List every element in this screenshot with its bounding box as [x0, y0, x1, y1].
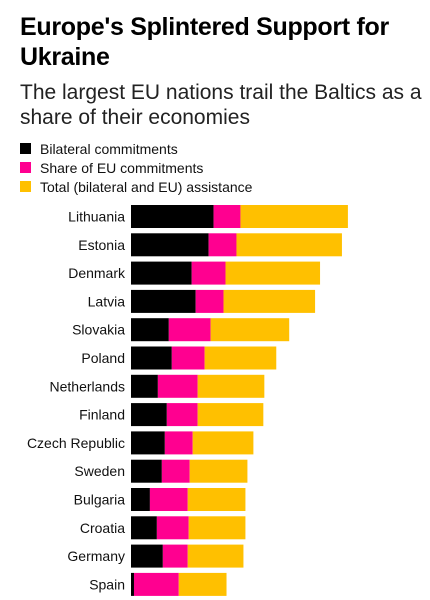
- category-label-lithuania: Lithuania: [68, 209, 125, 225]
- bar-segment-sweden-eu-share: [161, 459, 190, 483]
- bar-segment-germany-total: [187, 544, 244, 568]
- legend-swatch-bilateral: [20, 143, 31, 154]
- category-label-croatia: Croatia: [80, 520, 125, 536]
- bar-segment-lithuania-total: [240, 205, 348, 228]
- bar-segment-slovakia-bilateral: [131, 318, 169, 342]
- bar-segment-finland-total: [197, 403, 264, 427]
- bar-segment-finland-eu-share: [166, 403, 198, 427]
- bar-segment-sweden-bilateral: [131, 459, 162, 483]
- chart-subtitle: The largest EU nations trail the Baltics…: [20, 81, 422, 129]
- bar-segment-germany-eu-share: [162, 544, 188, 568]
- legend-swatch-eu-share: [20, 162, 31, 173]
- bar-segment-netherlands-total: [197, 374, 265, 398]
- category-label-spain: Spain: [89, 576, 125, 592]
- legend-item-bilateral: Bilateral commitments: [20, 139, 252, 158]
- category-label-latvia: Latvia: [88, 293, 126, 309]
- bar-segment-bulgaria-total: [187, 488, 246, 511]
- bar-segment-denmark-bilateral: [131, 261, 192, 285]
- legend-item-eu-share: Share of EU commitments: [20, 158, 252, 177]
- bar-segment-poland-eu-share: [171, 346, 205, 370]
- category-label-sweden: Sweden: [74, 463, 125, 479]
- category-label-estonia: Estonia: [78, 237, 125, 253]
- category-label-slovakia: Slovakia: [72, 322, 125, 338]
- bar-segment-bulgaria-eu-share: [149, 488, 188, 511]
- bar-segment-spain-eu-share: [133, 572, 179, 596]
- bar-segment-croatia-eu-share: [156, 516, 189, 540]
- category-label-netherlands: Netherlands: [50, 378, 126, 394]
- bar-segment-estonia-total: [236, 233, 342, 257]
- legend-label-total: Total (bilateral and EU) assistance: [40, 178, 253, 195]
- bar-segment-latvia-bilateral: [131, 289, 196, 313]
- category-label-czech-republic: Czech Republic: [27, 435, 125, 451]
- bar-segment-slovakia-eu-share: [168, 318, 211, 342]
- bar-segment-latvia-total: [223, 289, 316, 313]
- legend-label-eu-share: Share of EU commitments: [40, 159, 204, 176]
- bar-segment-sweden-total: [189, 459, 248, 483]
- bar-segment-slovakia-total: [210, 318, 290, 342]
- bar-segment-denmark-total: [225, 261, 321, 285]
- bar-segment-denmark-eu-share: [191, 261, 226, 285]
- bar-segment-germany-bilateral: [131, 544, 163, 568]
- bar-segment-poland-bilateral: [131, 346, 172, 370]
- category-label-bulgaria: Bulgaria: [74, 492, 126, 508]
- category-label-denmark: Denmark: [68, 265, 126, 281]
- bar-segment-czech-republic-eu-share: [164, 431, 193, 455]
- category-label-poland: Poland: [81, 350, 125, 366]
- bar-segment-croatia-bilateral: [131, 516, 157, 540]
- bar-segment-bulgaria-bilateral: [131, 488, 150, 511]
- bar-segment-latvia-eu-share: [195, 289, 224, 313]
- bar-segment-estonia-eu-share: [208, 233, 237, 257]
- bar-segment-spain-bilateral: [131, 572, 134, 596]
- legend-item-total: Total (bilateral and EU) assistance: [20, 177, 252, 196]
- legend-swatch-total: [20, 181, 31, 192]
- bar-segment-lithuania-eu-share: [213, 205, 241, 228]
- bar-segment-netherlands-eu-share: [157, 374, 198, 398]
- bar-segment-lithuania-bilateral: [131, 205, 214, 228]
- bar-segment-estonia-bilateral: [131, 233, 209, 257]
- bar-segment-netherlands-bilateral: [131, 374, 158, 398]
- bar-segment-spain-total: [178, 572, 227, 596]
- legend-label-bilateral: Bilateral commitments: [40, 140, 178, 157]
- bar-segment-croatia-total: [188, 516, 246, 540]
- category-label-finland: Finland: [79, 407, 125, 423]
- bar-segment-czech-republic-bilateral: [131, 431, 165, 455]
- chart-title: Europe's Splintered Support for Ukraine: [20, 13, 389, 71]
- bar-segment-finland-bilateral: [131, 403, 167, 427]
- bar-segment-czech-republic-total: [192, 431, 254, 455]
- category-label-germany: Germany: [67, 548, 125, 564]
- bar-segment-poland-total: [204, 346, 277, 370]
- legend: Bilateral commitments Share of EU commit…: [20, 139, 252, 196]
